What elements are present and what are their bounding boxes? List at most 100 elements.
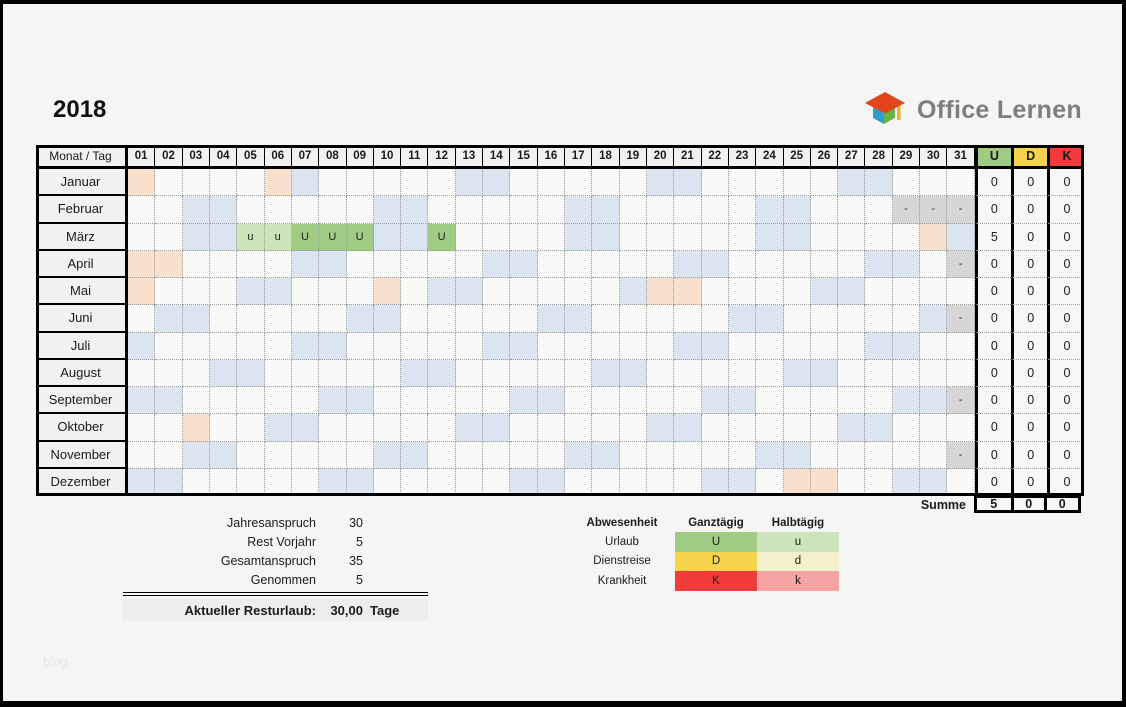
day-cell-weekend[interactable] [537, 387, 565, 415]
day-cell[interactable] [592, 278, 620, 306]
day-cell[interactable] [674, 441, 702, 469]
day-cell[interactable] [291, 359, 320, 387]
day-cell-weekend[interactable] [373, 441, 402, 469]
day-cell[interactable] [865, 223, 893, 251]
day-cell-invalid[interactable]: - [920, 196, 948, 224]
day-cell[interactable] [510, 196, 538, 224]
day-cell[interactable] [783, 387, 811, 415]
day-cell-weekend[interactable] [209, 359, 238, 387]
day-cell[interactable] [838, 305, 866, 333]
day-cell[interactable] [237, 250, 265, 278]
day-cell-weekend[interactable] [646, 414, 675, 442]
day-cell[interactable] [865, 196, 893, 224]
day-cell[interactable] [592, 332, 620, 360]
day-cell-weekend[interactable] [182, 223, 210, 251]
day-cell[interactable] [264, 250, 292, 278]
day-cell[interactable] [783, 414, 811, 442]
day-cell[interactable] [510, 278, 538, 306]
day-cell[interactable] [537, 169, 565, 197]
day-cell[interactable] [373, 387, 402, 415]
day-cell-holiday[interactable] [674, 278, 702, 306]
day-cell[interactable] [565, 250, 593, 278]
day-cell[interactable] [455, 468, 484, 496]
day-cell[interactable] [701, 414, 729, 442]
day-cell[interactable] [646, 387, 675, 415]
day-cell-weekend[interactable] [264, 414, 292, 442]
day-cell[interactable] [483, 441, 511, 469]
day-cell-weekend[interactable] [291, 332, 320, 360]
day-cell-weekend[interactable] [756, 305, 784, 333]
day-cell-weekend[interactable] [291, 414, 320, 442]
day-cell[interactable] [346, 332, 374, 360]
day-cell[interactable] [701, 196, 729, 224]
day-cell-holiday[interactable] [128, 250, 156, 278]
day-cell[interactable] [701, 305, 729, 333]
day-cell[interactable] [892, 169, 921, 197]
day-cell-weekend[interactable] [319, 468, 347, 496]
day-cell-weekend[interactable] [701, 332, 729, 360]
day-cell-weekend[interactable] [619, 359, 647, 387]
day-cell[interactable] [346, 196, 374, 224]
day-cell[interactable] [674, 359, 702, 387]
day-cell-weekend[interactable] [237, 359, 265, 387]
day-cell[interactable] [810, 196, 839, 224]
day-cell[interactable] [155, 196, 183, 224]
day-cell[interactable] [319, 278, 347, 306]
day-cell[interactable] [865, 359, 893, 387]
day-cell[interactable] [209, 305, 238, 333]
day-cell[interactable] [728, 169, 757, 197]
day-cell[interactable] [947, 359, 975, 387]
day-cell[interactable] [565, 387, 593, 415]
day-cell-invalid[interactable]: - [947, 441, 975, 469]
day-cell[interactable] [510, 223, 538, 251]
day-cell-weekend[interactable] [209, 223, 238, 251]
day-cell[interactable] [728, 414, 757, 442]
day-cell[interactable] [646, 332, 675, 360]
day-cell[interactable] [155, 332, 183, 360]
day-cell-weekend[interactable] [920, 387, 948, 415]
day-cell[interactable] [838, 250, 866, 278]
day-cell[interactable] [920, 414, 948, 442]
day-cell[interactable] [237, 196, 265, 224]
day-cell[interactable] [619, 250, 647, 278]
day-cell[interactable] [619, 387, 647, 415]
day-cell-holiday[interactable] [373, 278, 402, 306]
day-cell[interactable] [401, 305, 429, 333]
day-cell-weekend[interactable] [701, 387, 729, 415]
day-cell[interactable] [182, 250, 210, 278]
day-cell[interactable] [728, 278, 757, 306]
day-cell[interactable] [646, 250, 675, 278]
day-cell[interactable] [237, 468, 265, 496]
day-cell[interactable] [155, 414, 183, 442]
day-cell[interactable] [783, 278, 811, 306]
day-cell[interactable] [428, 387, 456, 415]
day-cell[interactable] [728, 196, 757, 224]
day-cell[interactable] [810, 223, 839, 251]
day-cell[interactable] [209, 387, 238, 415]
day-cell-weekend[interactable] [373, 196, 402, 224]
day-cell-weekend[interactable] [537, 305, 565, 333]
day-cell-weekend[interactable] [592, 359, 620, 387]
day-cell[interactable] [455, 223, 484, 251]
day-cell[interactable] [428, 414, 456, 442]
day-cell[interactable] [783, 305, 811, 333]
day-cell[interactable] [319, 414, 347, 442]
day-cell[interactable] [155, 359, 183, 387]
day-cell[interactable] [537, 359, 565, 387]
day-cell[interactable] [619, 169, 647, 197]
day-cell-weekend[interactable] [401, 441, 429, 469]
day-cell[interactable] [892, 278, 921, 306]
day-cell[interactable] [810, 441, 839, 469]
day-cell[interactable] [756, 359, 784, 387]
day-cell-weekend[interactable] [291, 250, 320, 278]
day-cell-weekend[interactable] [319, 387, 347, 415]
day-cell-weekend[interactable] [756, 441, 784, 469]
day-cell-vacation-full[interactable]: U [291, 223, 320, 251]
day-cell[interactable] [701, 278, 729, 306]
day-cell-weekend[interactable] [892, 387, 921, 415]
day-cell-vacation-half[interactable]: u [264, 223, 292, 251]
day-cell[interactable] [401, 250, 429, 278]
day-cell[interactable] [401, 169, 429, 197]
day-cell[interactable] [565, 468, 593, 496]
day-cell-weekend[interactable] [865, 169, 893, 197]
